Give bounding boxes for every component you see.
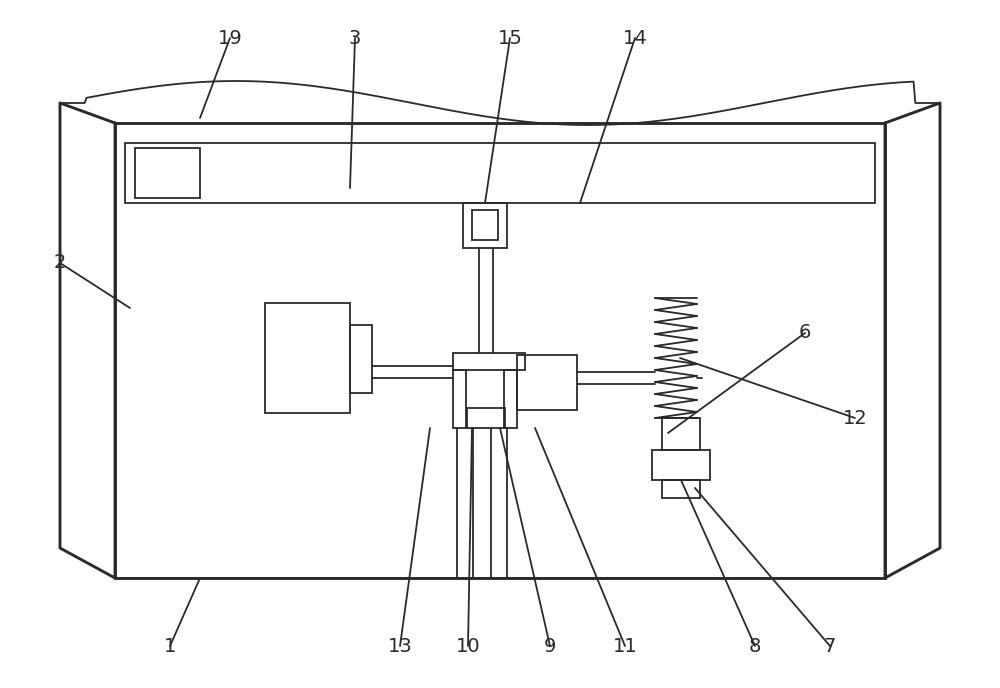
Bar xyxy=(652,450,710,480)
Text: 10: 10 xyxy=(456,636,480,656)
Text: 12: 12 xyxy=(843,409,867,427)
Bar xyxy=(517,355,577,410)
Bar xyxy=(472,210,498,240)
Text: 7: 7 xyxy=(824,636,836,656)
Text: 3: 3 xyxy=(349,28,361,47)
Bar xyxy=(115,123,885,578)
Bar xyxy=(504,370,517,428)
Bar xyxy=(265,303,350,413)
Text: 14: 14 xyxy=(623,28,647,47)
Bar xyxy=(125,143,875,203)
Text: 8: 8 xyxy=(749,636,761,656)
Bar xyxy=(662,418,700,450)
Bar xyxy=(350,325,372,393)
Text: 11: 11 xyxy=(613,636,637,656)
Text: 15: 15 xyxy=(498,28,522,47)
Bar xyxy=(463,203,507,248)
Text: 19: 19 xyxy=(218,28,242,47)
Text: 2: 2 xyxy=(54,253,66,272)
Text: 9: 9 xyxy=(544,636,556,656)
Text: 6: 6 xyxy=(799,323,811,343)
Bar xyxy=(135,148,200,198)
Bar xyxy=(453,353,525,370)
Bar xyxy=(453,370,466,428)
Bar xyxy=(662,480,700,498)
Text: 13: 13 xyxy=(388,636,412,656)
Bar xyxy=(467,408,505,428)
Text: 1: 1 xyxy=(164,636,176,656)
